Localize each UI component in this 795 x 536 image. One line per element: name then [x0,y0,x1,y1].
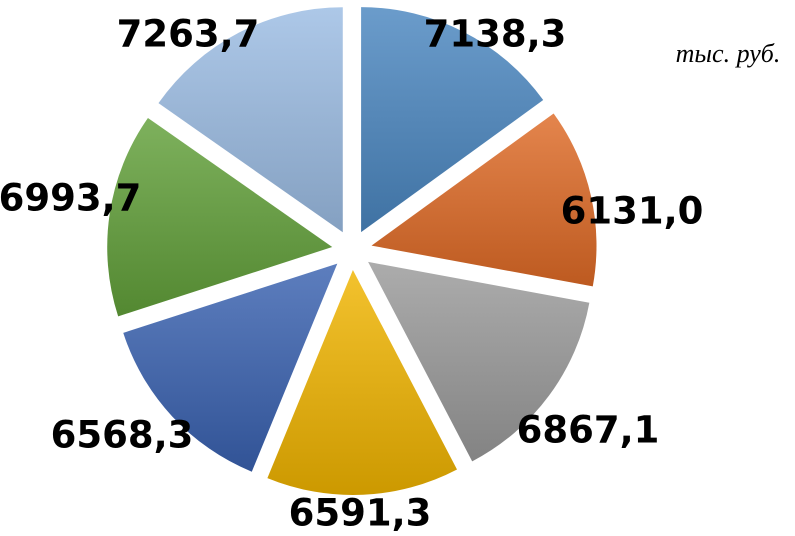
data-label-6: 6993,7 [0,177,141,220]
pie-slice-7 [158,7,343,233]
data-label-4: 6591,3 [289,492,432,535]
pie-data-labels: 7138,3 6131,0 6867,1 6591,3 6568,3 6993,7 7263… [0,13,703,535]
data-label-2: 6131,0 [561,190,704,233]
data-label-1: 7138,3 [424,13,567,56]
pie-slice-6 [107,117,333,317]
data-label-3: 6867,1 [517,409,660,452]
pie-slices [107,7,597,495]
unit-label: тыс. руб. [676,39,781,68]
pie-slice-3 [368,261,590,462]
data-label-5: 6568,3 [51,414,194,457]
pie-slice-4 [267,269,458,495]
pie-slice-5 [123,263,338,472]
pie-slice-1 [361,7,544,233]
data-label-7: 7263,7 [117,13,260,56]
pie-slice-2 [371,113,597,287]
